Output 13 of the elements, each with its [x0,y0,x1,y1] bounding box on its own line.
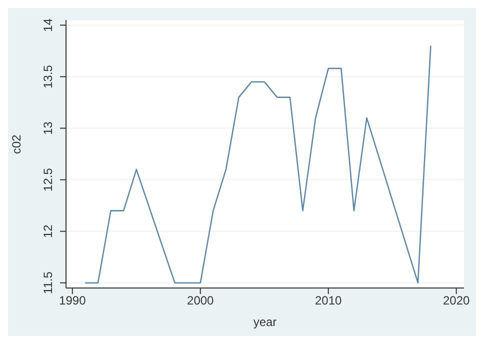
y-axis-title: c02 [9,134,24,154]
y-tick-label: 14 [41,18,55,32]
y-tick-label: 12 [41,224,55,238]
x-tick-label: 2000 [187,294,214,308]
x-tick-label: 2020 [442,294,470,308]
y-tick-label: 13.5 [41,64,55,88]
y-tick-label: 13 [41,121,55,135]
x-tick-label: 1990 [59,294,86,308]
x-tick-label: 2010 [314,294,342,308]
x-axis-title: year [253,315,277,329]
y-tick-label: 11.5 [41,271,55,294]
y-tick-label: 12.5 [41,168,55,192]
line-series [84,45,432,284]
